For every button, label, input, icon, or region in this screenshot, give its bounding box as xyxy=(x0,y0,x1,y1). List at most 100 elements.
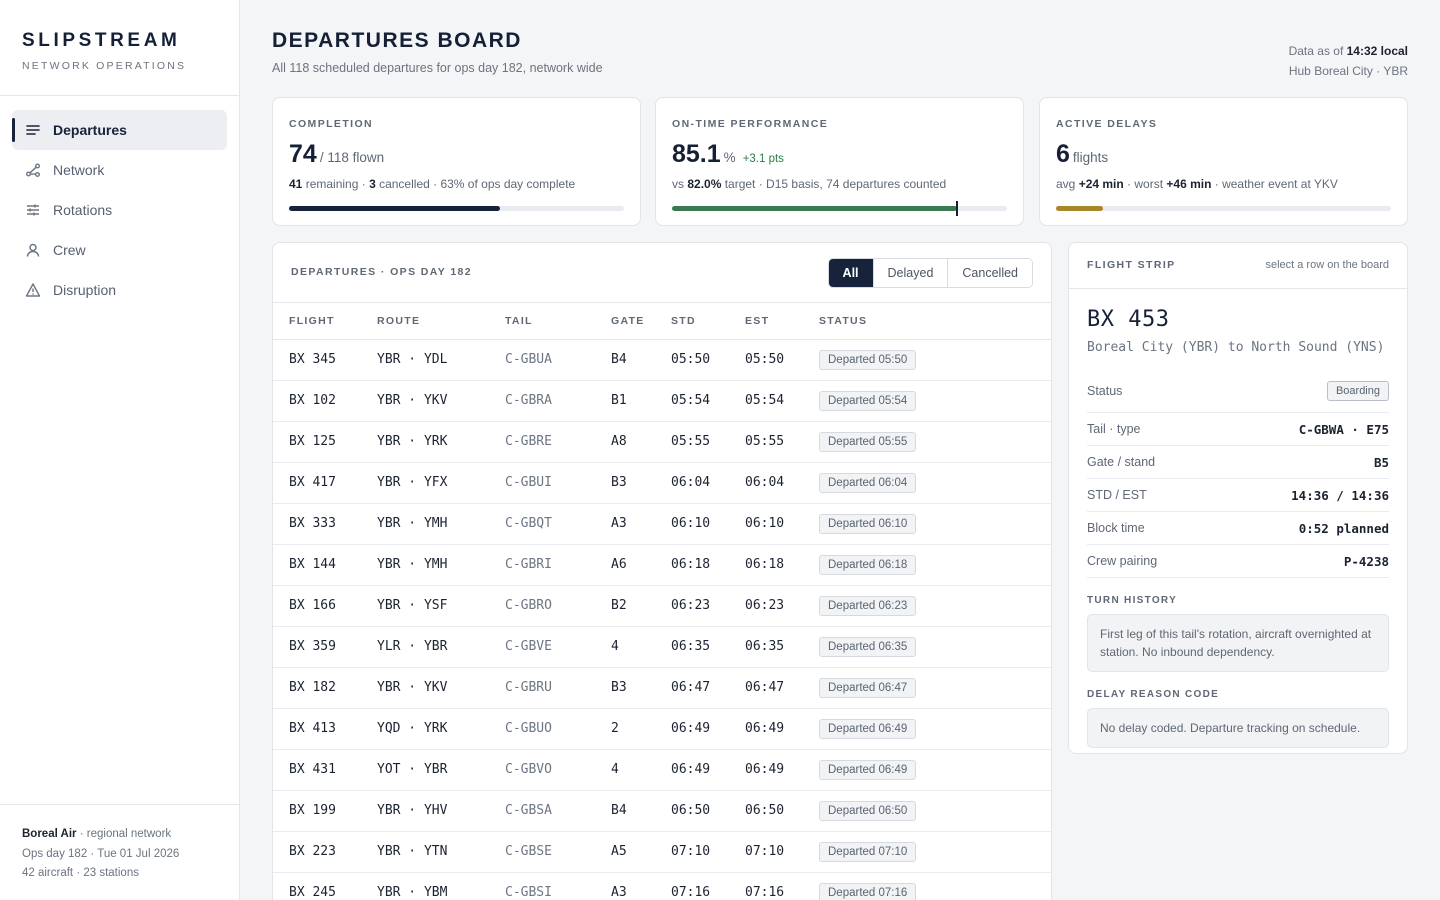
filter-delayed-button[interactable]: Delayed xyxy=(872,259,948,287)
tail-cell: C-GBVE xyxy=(505,626,611,668)
progress-fill xyxy=(1056,206,1103,211)
std-cell: 06:50 xyxy=(671,790,745,832)
gate-cell: A6 xyxy=(611,544,671,586)
kpi-unit: flights xyxy=(1072,150,1109,165)
nav-item-network[interactable]: Network xyxy=(12,150,227,190)
table-row[interactable]: BX 182 YBR · YKV C-GBRU B3 06:47 06:47 Departe… xyxy=(273,667,1051,709)
route-cell: YLR · YBR xyxy=(377,626,505,668)
col-tail[interactable]: TAIL xyxy=(505,303,611,340)
est-cell: 06:50 xyxy=(745,790,819,832)
route-cell: YBR · YTN xyxy=(377,831,505,873)
est-cell: 06:49 xyxy=(745,708,819,750)
turn-history-label: TURN HISTORY xyxy=(1087,595,1178,606)
gate-cell: B3 xyxy=(611,462,671,504)
field-value: C-GBWA · E75 xyxy=(1298,421,1389,437)
nav-item-departures[interactable]: Departures xyxy=(12,110,227,150)
field-label: Block time xyxy=(1087,521,1145,535)
org-line: Boreal Air · regional network xyxy=(22,825,217,845)
tail-cell: C-GBSA xyxy=(505,790,611,832)
table-row[interactable]: BX 245 YBR · YBM C-GBSI A3 07:16 07:16 Departe… xyxy=(273,872,1051,900)
brand-subtitle: NETWORK OPERATIONS xyxy=(22,60,187,72)
tail-cell: C-GBRI xyxy=(505,544,611,586)
brand-name: SLIPSTREAM xyxy=(22,30,181,51)
col-status[interactable]: STATUS xyxy=(819,303,1051,340)
flight-cell: BX 182 xyxy=(273,667,377,709)
status-cell: Departed 06:18 xyxy=(819,544,1051,586)
detail-text: target · D15 basis, 74 departures counte… xyxy=(721,177,947,191)
tail-cell: C-GBSE xyxy=(505,831,611,873)
route-cell: YBR · YFX xyxy=(377,462,505,504)
status-badge: Departed 06:10 xyxy=(819,513,917,534)
nav-item-label: Network xyxy=(53,162,105,178)
field-label: Tail · type xyxy=(1087,422,1141,436)
delay-reason-label: DELAY REASON CODE xyxy=(1087,689,1220,700)
flight-cell: BX 345 xyxy=(273,339,377,381)
detail-text: avg xyxy=(1056,177,1079,191)
tail-cell: C-GBRU xyxy=(505,667,611,709)
strip-field: Gate / stand B5 xyxy=(1087,446,1389,479)
kpi-unit: % xyxy=(723,150,736,165)
kpi-detail: avg +24 min · worst +46 min · weather ev… xyxy=(1056,177,1391,191)
table-row[interactable]: BX 144 YBR · YMH C-GBRI A6 06:18 06:18 Departe… xyxy=(273,544,1051,586)
nav-item-crew[interactable]: Crew xyxy=(12,230,227,270)
kpi-detail: 41 remaining · 3 cancelled · 63% of ops … xyxy=(289,177,624,191)
org-name: Boreal Air xyxy=(22,828,77,840)
filter-all-button[interactable]: All xyxy=(828,259,873,287)
est-cell: 07:10 xyxy=(745,831,819,873)
field-label: Crew pairing xyxy=(1087,554,1158,568)
col-std[interactable]: STD xyxy=(671,303,745,340)
est-cell: 06:18 xyxy=(745,544,819,586)
status-cell: Departed 05:55 xyxy=(819,421,1051,463)
kpi-detail: vs 82.0% target · D15 basis, 74 departur… xyxy=(672,177,1007,191)
nav-item-disruption[interactable]: Disruption xyxy=(12,270,227,310)
table-row[interactable]: BX 333 YBR · YMH C-GBQT A3 06:10 06:10 Departe… xyxy=(273,503,1051,545)
flight-cell: BX 199 xyxy=(273,790,377,832)
hub-label: Hub Boreal City · YBR xyxy=(1288,64,1408,78)
gate-cell: 4 xyxy=(611,626,671,668)
filter-cancelled-button[interactable]: Cancelled xyxy=(947,259,1032,287)
table-row[interactable]: BX 431 YOT · YBR C-GBVO 4 06:49 06:49 Departed… xyxy=(273,749,1051,791)
status-badge: Departed 06:35 xyxy=(819,636,917,657)
table-row[interactable]: BX 345 YBR · YDL C-GBUA B4 05:50 05:50 Departe… xyxy=(273,339,1051,381)
kpi-value: 74 xyxy=(289,140,317,168)
field-value: 0:52 planned xyxy=(1298,520,1389,536)
gate-cell: A8 xyxy=(611,421,671,463)
nav-item-label: Crew xyxy=(53,242,86,258)
std-cell: 05:55 xyxy=(671,421,745,463)
flight-cell: BX 417 xyxy=(273,462,377,504)
field-label: STD / EST xyxy=(1087,488,1147,502)
table-row[interactable]: BX 223 YBR · YTN C-GBSE A5 07:10 07:10 Departe… xyxy=(273,831,1051,873)
route-cell: YBR · YMH xyxy=(377,503,505,545)
table-row[interactable]: BX 125 YBR · YRK C-GBRE A8 05:55 05:55 Departe… xyxy=(273,421,1051,463)
route-cell: YBR · YKV xyxy=(377,380,505,422)
ops-day-line: Ops day 182 · Tue 01 Jul 2026 xyxy=(22,847,180,860)
est-cell: 06:49 xyxy=(745,749,819,791)
status-cell: Departed 07:10 xyxy=(819,831,1051,873)
col-flight[interactable]: FLIGHT xyxy=(273,303,377,340)
route-cell: YBR · YRK xyxy=(377,421,505,463)
nav-item-rotations[interactable]: Rotations xyxy=(12,190,227,230)
status-badge: Departed 05:50 xyxy=(819,349,917,370)
flight-cell: BX 431 xyxy=(273,749,377,791)
progress-fill xyxy=(672,206,958,211)
col-est[interactable]: EST xyxy=(745,303,819,340)
col-gate[interactable]: GATE xyxy=(611,303,671,340)
table-row[interactable]: BX 199 YBR · YHV C-GBSA B4 06:50 06:50 Departe… xyxy=(273,790,1051,832)
detail-text: · worst xyxy=(1123,177,1167,191)
flight-cell: BX 144 xyxy=(273,544,377,586)
table-row[interactable]: BX 102 YBR · YKV C-GBRA B1 05:54 05:54 Departe… xyxy=(273,380,1051,422)
std-cell: 06:23 xyxy=(671,585,745,627)
table-row[interactable]: BX 417 YBR · YFX C-GBUI B3 06:04 06:04 Departe… xyxy=(273,462,1051,504)
detail-text: vs xyxy=(672,177,688,191)
table-row[interactable]: BX 166 YBR · YSF C-GBRO B2 06:23 06:23 Departe… xyxy=(273,585,1051,627)
status-field: Status Boarding xyxy=(1087,370,1389,413)
status-badge: Departed 05:54 xyxy=(819,390,917,411)
target-marker xyxy=(956,201,959,216)
kpi-completion-card: COMPLETION 74 / 118 flown 41 remaining ·… xyxy=(272,97,641,226)
table-row[interactable]: BX 359 YLR · YBR C-GBVE 4 06:35 06:35 Departed… xyxy=(273,626,1051,668)
brand: SLIPSTREAM NETWORK OPERATIONS xyxy=(0,0,239,96)
delays-progress-bar xyxy=(1056,206,1391,211)
sidebar-footer: Boreal Air · regional network Ops day 18… xyxy=(0,804,239,900)
col-route[interactable]: ROUTE xyxy=(377,303,505,340)
table-row[interactable]: BX 413 YQD · YRK C-GBUO 2 06:49 06:49 Departed… xyxy=(273,708,1051,750)
